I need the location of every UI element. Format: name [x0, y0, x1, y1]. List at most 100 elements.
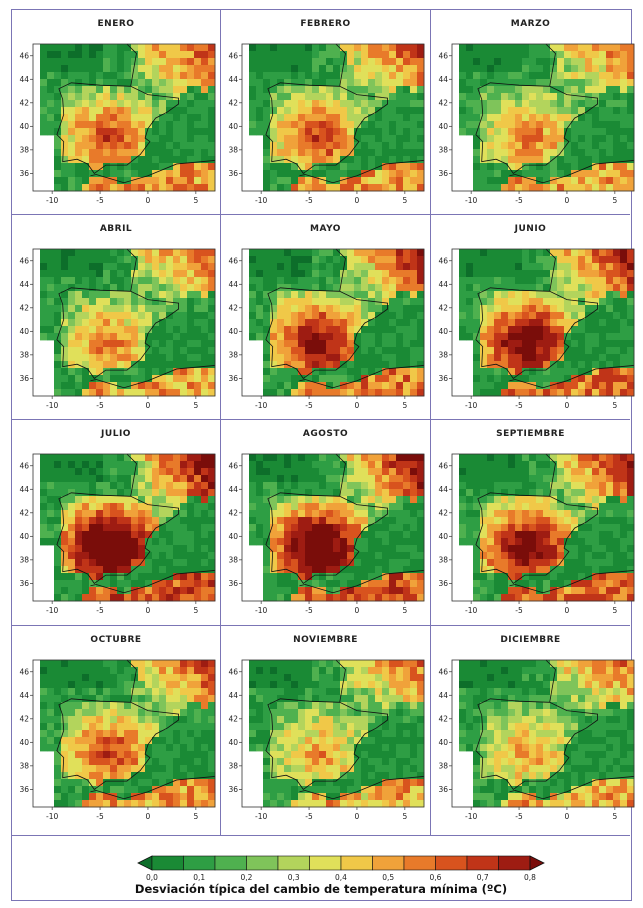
grid-cell [501, 517, 509, 525]
grid-cell [47, 503, 55, 511]
grid-cell [284, 573, 292, 581]
grid-cell [117, 489, 125, 497]
grid-cell [298, 291, 306, 299]
grid-cell [459, 538, 467, 546]
grid-cell [180, 503, 188, 511]
grid-cell [61, 170, 69, 178]
grid-cell [557, 489, 565, 497]
grid-cell [333, 580, 341, 588]
grid-cell [536, 65, 544, 73]
grid-cell [410, 326, 418, 334]
axes-frame [32, 453, 216, 602]
grid-cell [54, 291, 62, 299]
grid-cell [410, 461, 418, 469]
grid-cell [592, 559, 600, 567]
grid-cell [103, 284, 111, 292]
grid-cell [249, 121, 257, 129]
grid-cell [522, 333, 530, 341]
grid-cell [466, 58, 474, 66]
grid-cell [61, 709, 69, 717]
grid-cell [627, 510, 635, 518]
grid-cell [529, 340, 537, 348]
grid-cell [410, 538, 418, 546]
grid-cell [256, 114, 264, 122]
grid-cell [361, 44, 369, 52]
grid-cell [103, 263, 111, 271]
grid-cell [396, 93, 404, 101]
grid-cell [543, 580, 551, 588]
grid-cell [180, 277, 188, 285]
grid-cell [54, 517, 62, 525]
y-tick-label: 44 [438, 280, 448, 289]
grid-cell [606, 566, 614, 574]
y-tick-label: 46 [438, 461, 448, 470]
grid-cell [382, 312, 390, 320]
grid-cell [249, 107, 257, 115]
grid-cell [124, 305, 132, 313]
grid-cell [382, 149, 390, 157]
grid-cell [291, 184, 299, 192]
grid-cell [180, 326, 188, 334]
grid-cell [578, 156, 586, 164]
grid-cell [187, 594, 195, 602]
grid-cell [284, 86, 292, 94]
grid-cell [277, 305, 285, 313]
grid-cell [187, 361, 195, 369]
grid-cell [417, 538, 425, 546]
y-tick-label: 46 [19, 256, 29, 265]
grid-cell [103, 559, 111, 567]
grid-cell [75, 354, 83, 362]
grid-cell [312, 361, 320, 369]
grid-cell [201, 156, 209, 164]
grid-cell [103, 277, 111, 285]
grid-cell [606, 51, 614, 59]
grid-cell [75, 305, 83, 313]
grid-cell [340, 277, 348, 285]
grid-cell [103, 128, 111, 136]
grid-cell [578, 326, 586, 334]
grid-cell [298, 121, 306, 129]
grid-cell [75, 503, 83, 511]
grid-cell [417, 461, 425, 469]
grid-cell [319, 538, 327, 546]
grid-cell [487, 312, 495, 320]
grid-cell [494, 347, 502, 355]
grid-cell [627, 277, 635, 285]
grid-cell [75, 135, 83, 143]
grid-cell [270, 545, 278, 553]
grid-cell [124, 580, 132, 588]
grid-cell [291, 552, 299, 560]
grid-cell [166, 461, 174, 469]
grid-cell [89, 389, 97, 397]
grid-cell [508, 368, 516, 376]
grid-cell [82, 496, 90, 504]
grid-cell [501, 58, 509, 66]
grid-cell [54, 86, 62, 94]
grid-cell [326, 86, 334, 94]
grid-cell [410, 100, 418, 108]
grid-cell [319, 284, 327, 292]
grid-cell [187, 312, 195, 320]
grid-cell [389, 156, 397, 164]
grid-cell [627, 156, 635, 164]
grid-cell [333, 44, 341, 52]
grid-cell [508, 177, 516, 185]
grid-cell [61, 277, 69, 285]
grid-cell [145, 270, 153, 278]
grid-cell [571, 58, 579, 66]
grid-cell [592, 107, 600, 115]
grid-cell [368, 277, 376, 285]
map-grid: ENERO -10 -5 0 5 46 44 42 40 38 36 FEBRERO -10 -5 0 5 46… [12, 10, 635, 836]
grid-cell [508, 489, 516, 497]
grid-cell [543, 298, 551, 306]
grid-cell [536, 270, 544, 278]
grid-cell [417, 51, 425, 59]
grid-cell [620, 531, 628, 539]
grid-cell [124, 552, 132, 560]
grid-cell [592, 305, 600, 313]
grid-cell [194, 86, 202, 94]
grid-cell [375, 319, 383, 327]
grid-cell [620, 142, 628, 150]
grid-cell [61, 580, 69, 588]
grid-cell [96, 312, 104, 320]
